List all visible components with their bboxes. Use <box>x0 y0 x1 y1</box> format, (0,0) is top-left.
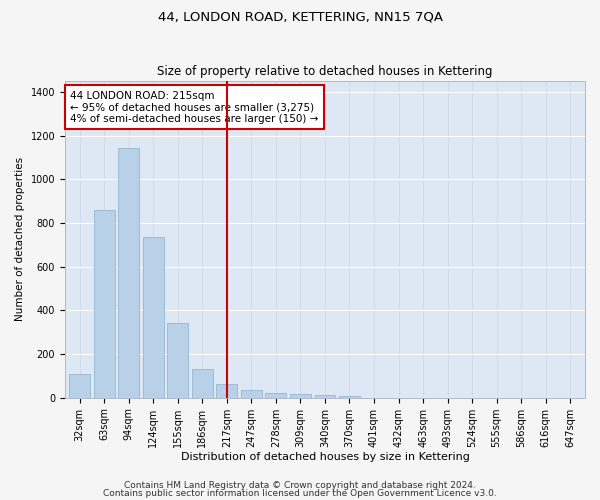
Bar <box>167 324 188 398</box>
Bar <box>290 394 311 398</box>
Bar <box>265 392 286 398</box>
Text: 44, LONDON ROAD, KETTERING, NN15 7QA: 44, LONDON ROAD, KETTERING, NN15 7QA <box>157 10 443 23</box>
Bar <box>192 370 213 398</box>
Text: Contains public sector information licensed under the Open Government Licence v3: Contains public sector information licen… <box>103 488 497 498</box>
Bar <box>94 210 115 398</box>
X-axis label: Distribution of detached houses by size in Kettering: Distribution of detached houses by size … <box>181 452 469 462</box>
Text: 44 LONDON ROAD: 215sqm
← 95% of detached houses are smaller (3,275)
4% of semi-d: 44 LONDON ROAD: 215sqm ← 95% of detached… <box>70 90 319 124</box>
Bar <box>339 396 360 398</box>
Bar <box>69 374 90 398</box>
Bar <box>314 395 335 398</box>
Text: Contains HM Land Registry data © Crown copyright and database right 2024.: Contains HM Land Registry data © Crown c… <box>124 481 476 490</box>
Bar <box>217 384 237 398</box>
Bar <box>241 390 262 398</box>
Y-axis label: Number of detached properties: Number of detached properties <box>15 158 25 322</box>
Bar <box>143 237 164 398</box>
Title: Size of property relative to detached houses in Kettering: Size of property relative to detached ho… <box>157 66 493 78</box>
Bar <box>118 148 139 398</box>
